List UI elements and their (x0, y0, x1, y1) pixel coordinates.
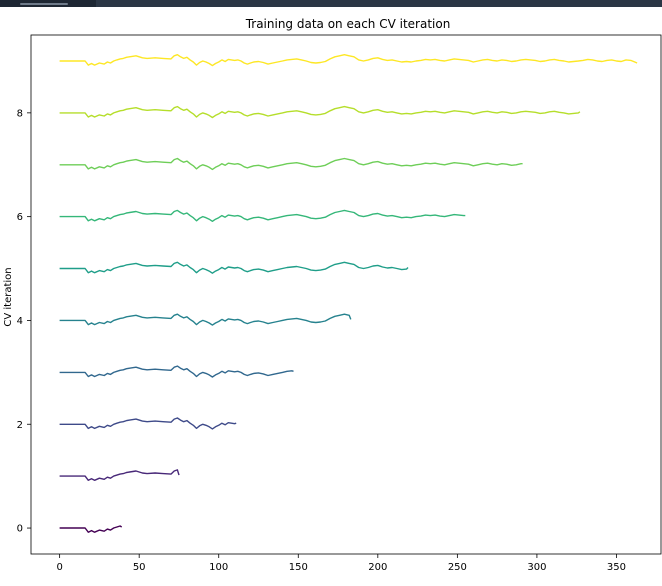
y-tick-label: 2 (17, 420, 23, 431)
x-tick-label: 50 (133, 562, 146, 573)
series-line-cv-iteration-8 (59, 105, 581, 119)
series-line-cv-iteration-4 (59, 313, 352, 326)
series-line-cv-iteration-3 (59, 365, 294, 378)
window-tab[interactable] (0, 0, 96, 7)
series-line-cv-iteration-5 (59, 261, 409, 274)
y-axis-label: CV iteration (3, 267, 14, 326)
window-tab-label (20, 3, 68, 5)
y-axis-ticks: 0 2 4 6 8 (17, 108, 31, 535)
series-line-cv-iteration-7 (59, 157, 523, 171)
chart-title: Training data on each CV iteration (245, 17, 451, 31)
x-tick-label: 250 (448, 562, 467, 573)
x-tick-label: 300 (527, 562, 546, 573)
y-tick-label: 6 (17, 212, 23, 223)
y-tick-label: 4 (17, 316, 23, 327)
plot-frame (30, 34, 662, 555)
series-layer (59, 54, 638, 533)
x-tick-label: 350 (607, 562, 626, 573)
x-tick-label: 0 (56, 562, 62, 573)
x-tick-label: 200 (368, 562, 387, 573)
y-tick-label: 8 (17, 108, 23, 119)
series-line-cv-iteration-9 (59, 54, 638, 67)
series-line-cv-iteration-6 (59, 209, 466, 222)
series-line-cv-iteration-2 (59, 417, 237, 430)
series-line-cv-iteration-0 (59, 525, 123, 533)
x-tick-label: 150 (289, 562, 308, 573)
x-tick-label: 100 (209, 562, 228, 573)
x-axis-ticks: 0 50 100 150 200 250 300 350 (56, 554, 626, 573)
series-line-cv-iteration-1 (59, 469, 180, 481)
window-top-bar (0, 0, 662, 7)
y-tick-label: 0 (17, 524, 23, 535)
